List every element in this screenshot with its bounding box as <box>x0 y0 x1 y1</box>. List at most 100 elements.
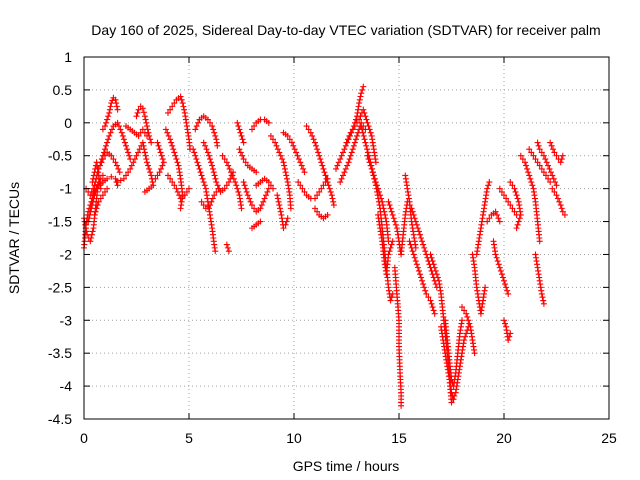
data-point <box>341 146 348 153</box>
data-point <box>165 132 172 139</box>
data-point <box>511 185 518 192</box>
data-point <box>340 149 346 156</box>
data-point <box>192 126 199 133</box>
x-tick-label: 25 <box>601 430 617 446</box>
data-point <box>210 126 217 133</box>
data-point <box>199 175 206 182</box>
data-point <box>388 241 395 248</box>
data-point <box>108 173 115 180</box>
data-point <box>257 218 264 225</box>
y-axis-label: SDTVAR / TECUs <box>6 182 22 294</box>
data-point <box>349 146 356 153</box>
data-point <box>420 281 427 288</box>
data-point <box>235 123 242 130</box>
data-point <box>360 106 367 113</box>
data-point <box>364 152 371 159</box>
data-point <box>294 152 301 159</box>
data-point <box>213 188 220 195</box>
data-point <box>354 132 360 139</box>
data-point <box>499 274 506 281</box>
data-point <box>171 100 178 107</box>
data-point <box>103 119 110 126</box>
data-point <box>387 205 394 212</box>
data-point <box>389 211 396 218</box>
data-point <box>496 218 503 225</box>
data-point <box>274 192 281 199</box>
data-point <box>200 139 207 146</box>
data-point <box>126 152 133 159</box>
data-point <box>485 182 492 189</box>
data-point <box>523 162 530 169</box>
data-point <box>148 139 155 146</box>
data-point <box>239 136 246 143</box>
data-point <box>503 284 510 291</box>
data-point <box>547 139 554 146</box>
data-point <box>356 96 363 103</box>
data-point <box>225 179 232 186</box>
data-point <box>318 185 325 192</box>
y-tick-label: -2.5 <box>48 279 72 295</box>
data-point <box>514 221 521 228</box>
data-point <box>498 188 505 195</box>
data-point <box>535 142 542 149</box>
data-point <box>320 182 327 189</box>
data-point <box>113 103 120 110</box>
data-point <box>260 198 267 205</box>
data-point <box>164 129 171 136</box>
data-point <box>109 126 115 133</box>
data-point <box>119 132 126 139</box>
data-point <box>238 205 245 212</box>
y-tick-label: -1.5 <box>48 214 72 230</box>
data-point <box>344 136 351 143</box>
data-point <box>128 162 135 169</box>
data-point <box>158 165 164 172</box>
data-point <box>410 211 417 218</box>
data-point <box>143 119 150 126</box>
data-point <box>429 258 436 265</box>
data-point <box>363 142 370 149</box>
data-point <box>526 146 533 153</box>
data-point <box>130 159 137 166</box>
data-point <box>106 106 113 113</box>
data-point <box>351 123 358 130</box>
data-point <box>334 162 341 169</box>
data-point <box>466 320 473 327</box>
data-point <box>540 300 547 307</box>
data-point <box>337 156 344 163</box>
data-point <box>451 392 458 399</box>
data-point <box>549 185 556 192</box>
y-tick-label: 1 <box>64 49 72 65</box>
data-point <box>195 162 202 169</box>
data-point <box>113 100 120 107</box>
data-point <box>415 228 422 235</box>
data-point <box>207 202 213 209</box>
data-point <box>99 192 106 199</box>
data-point <box>364 119 371 126</box>
data-point <box>556 198 563 205</box>
data-point <box>91 192 98 199</box>
data-point <box>557 202 564 209</box>
data-point <box>280 159 287 166</box>
data-point <box>141 129 148 136</box>
data-point <box>183 188 190 195</box>
data-point <box>351 139 358 146</box>
data-point <box>159 156 166 163</box>
data-point <box>335 159 342 166</box>
data-point <box>295 156 302 163</box>
data-point <box>549 172 556 179</box>
data-point <box>244 192 251 199</box>
data-point <box>144 123 150 130</box>
data-point <box>287 205 294 212</box>
data-point <box>235 188 242 195</box>
data-point <box>236 146 243 153</box>
data-point <box>410 251 417 258</box>
data-point <box>261 195 268 202</box>
data-point <box>358 123 365 130</box>
data-point <box>219 152 226 159</box>
data-point <box>236 126 243 133</box>
data-point <box>257 205 264 212</box>
data-point <box>117 177 124 184</box>
data-point <box>147 169 154 176</box>
data-point <box>105 136 112 143</box>
data-point <box>125 169 132 176</box>
